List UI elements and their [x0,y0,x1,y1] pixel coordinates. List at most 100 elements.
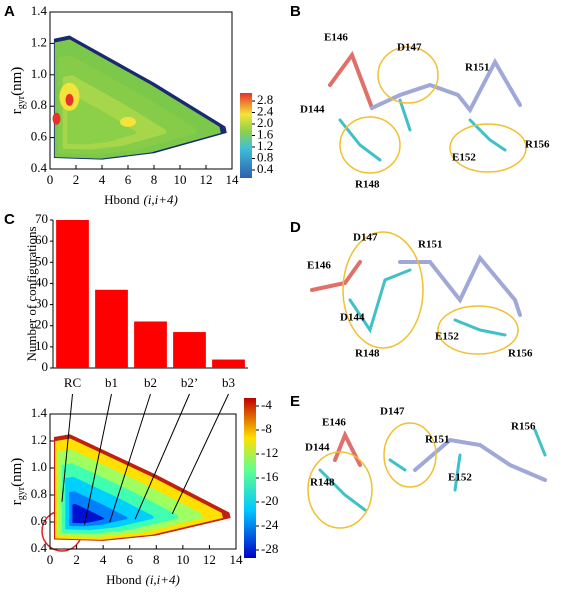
residue-label: E146 [322,417,346,429]
x-tick-label: 14 [230,552,244,567]
x-tick-label: 8 [153,552,160,567]
residue-label: R148 [355,179,380,191]
colorbar-tick-label: 0.8 [257,149,273,164]
residue-label: R156 [508,348,533,360]
residue-label: D144 [300,104,325,116]
colorbar-tick-label: 1.6 [257,126,274,141]
panel-label: E [290,393,300,410]
y-axis-label: rgyr(nm) [9,67,27,115]
x-tick-label: 6 [125,172,132,187]
x-tick-label: b2 [144,375,157,390]
y-label-main: r [9,500,25,505]
plot-frame [49,413,237,550]
residue-label: E146 [324,32,348,44]
colorbar-tick-label: 2.8 [257,92,273,107]
y-tick-label: 0.4 [31,540,48,555]
x-tick-label: 10 [176,552,189,567]
x-tick-label: b1 [105,375,118,390]
residue-label: D144 [305,442,330,454]
contour-blob [120,116,136,127]
colorbar-tick-label: -28 [261,541,278,556]
y-tick-label: 1.0 [31,66,47,81]
y-tick-label: 1.4 [31,3,48,18]
residue-label: E146 [307,260,331,272]
annotation-arrow [171,393,229,515]
colorbar-tick-label: 2.0 [257,115,273,130]
x-tick-label: 12 [203,552,216,567]
y-tick-label: 0.6 [31,129,48,144]
y-axis-label: rgyr(nm) [9,458,27,506]
molecule-e [307,422,547,529]
panel-label: A [4,3,15,20]
x-tick-label: 6 [126,552,133,567]
colorbar-tick-label: -24 [261,517,279,532]
residue-label: R156 [511,421,536,433]
y-label-sub: gyr [16,95,27,109]
colorbar-tick-label: -12 [261,445,278,460]
residue-label: D147 [380,406,405,418]
residue-label: E152 [448,472,472,484]
x-tick-label: 14 [226,172,240,187]
colorbar-tick-label: -4 [261,397,272,412]
contour-blob [65,93,74,106]
residue-label: E152 [435,331,459,343]
colorbar-tick-label: 2.4 [257,103,274,118]
x-label-italic: (i,i+4) [145,572,179,587]
y-label-unit: (nm) [9,458,25,487]
x-label-main: Hbond [106,572,142,587]
y-tick-label: 1.4 [31,405,48,420]
x-tick-label: 10 [174,172,187,187]
x-axis-label: Hbond (i,i+4) [106,572,180,587]
molecule-b [328,46,527,174]
residue-label: R151 [418,239,442,251]
annotation-arrow [134,393,190,520]
bar [95,289,128,368]
residue-label: R151 [425,434,449,446]
bar [212,359,245,368]
y-label-unit: (nm) [9,67,25,96]
bar [56,220,89,368]
y-label-main: r [9,109,25,114]
y-tick-label: 1.2 [31,432,47,447]
y-label-sub: gyr [16,486,27,500]
contour-level [67,94,137,145]
panel-label: C [4,211,15,228]
residue-label: D144 [340,312,365,324]
annotation-arrow [109,393,151,523]
contour-level [72,503,105,524]
x-tick-label: RC [64,375,81,390]
x-tick-label: 8 [151,172,158,187]
annotation-arrow [61,393,73,502]
y-tick-label: 30 [35,296,48,311]
bar [173,332,206,368]
residue-label: D147 [397,42,422,54]
y-axis-label: Number of configurations [24,226,39,361]
x-label-main: Hbond [104,192,140,207]
contour-blob [52,112,61,125]
y-tick-label: 0.4 [31,160,48,175]
colorbar-tick-label: -20 [261,493,278,508]
panel-label: B [290,3,301,20]
colorbar-tick-label: -16 [261,469,279,484]
colorbar [244,398,256,558]
panel-label: D [290,219,301,236]
y-tick-label: 40 [35,274,48,289]
x-axis-label: Hbond (i,i+4) [104,192,178,207]
residue-label: E152 [452,152,476,164]
x-tick-label: 0 [47,552,54,567]
x-tick-label: 12 [200,172,213,187]
residue-label: R148 [310,477,335,489]
colorbar [240,93,252,178]
x-tick-label: b3 [222,375,235,390]
molecule-d [310,231,522,355]
y-tick-label: 0.8 [31,97,47,112]
residue-label: R148 [355,348,380,360]
residue-label: D147 [353,232,378,244]
x-label-italic: (i,i+4) [143,192,177,207]
plot-frame [49,11,233,170]
x-tick-label: 2 [73,172,80,187]
x-tick-label: 2 [73,552,80,567]
x-tick-label: b2’ [181,375,198,390]
x-tick-label: 4 [99,172,106,187]
